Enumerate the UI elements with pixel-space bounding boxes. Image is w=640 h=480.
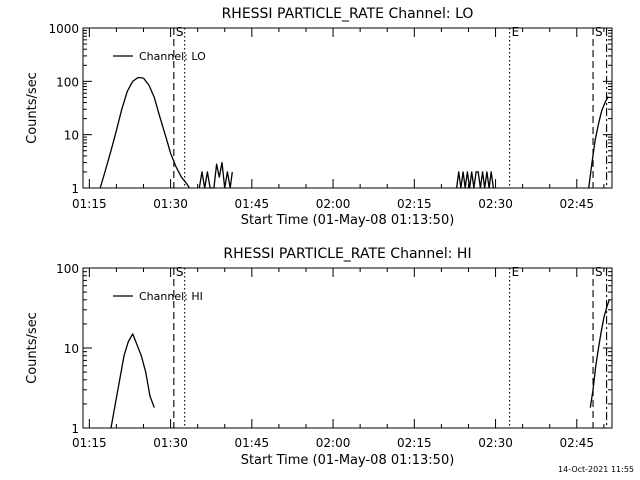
data-series-line-lo-burst1	[198, 161, 233, 189]
y-tick-label: 100	[56, 262, 79, 276]
x-tick-label: 02:00	[316, 436, 351, 450]
x-axis-label: Start Time (01-May-08 01:13:50)	[241, 213, 455, 228]
event-marker-label: S	[176, 265, 184, 279]
y-tick-label: 1000	[48, 22, 79, 36]
x-tick-label: 01:15	[72, 197, 107, 211]
y-tick-label: 1	[71, 182, 79, 196]
event-marker-label: S	[176, 25, 184, 39]
data-series-line-lo	[99, 76, 191, 189]
data-series-line-hi-rise	[589, 299, 610, 408]
timestamp-label: 14-Oct-2021 11:55	[558, 465, 634, 474]
x-axis-label: Start Time (01-May-08 01:13:50)	[241, 453, 455, 468]
data-series-line-hi	[110, 333, 155, 429]
x-tick-label: 01:45	[235, 436, 270, 450]
event-marker-label: S	[595, 265, 603, 279]
event-marker-label: E	[512, 25, 520, 39]
x-tick-label: 01:15	[72, 436, 107, 450]
data-series-line-lo-rise	[588, 96, 609, 189]
legend-label: Channel: LO	[139, 50, 206, 63]
x-tick-label: 02:45	[559, 436, 594, 450]
x-tick-label: 02:30	[478, 436, 513, 450]
x-tick-label: 01:45	[235, 197, 270, 211]
x-tick-label: 02:15	[397, 197, 432, 211]
x-tick-label: 02:45	[559, 197, 594, 211]
chart-title: RHESSI PARTICLE_RATE Channel: LO	[222, 6, 474, 22]
x-tick-label: 02:30	[478, 197, 513, 211]
legend-label: Channel: HI	[139, 290, 203, 303]
x-tick-label: 01:30	[153, 436, 188, 450]
y-tick-label: 10	[64, 342, 79, 356]
data-series-line-lo-burst2	[455, 171, 495, 189]
x-tick-label: 02:15	[397, 436, 432, 450]
y-axis-label: Counts/sec	[25, 312, 40, 384]
event-marker-label: E	[512, 265, 520, 279]
y-tick-label: 1	[71, 422, 79, 436]
y-axis-label: Counts/sec	[25, 72, 40, 144]
y-tick-label: 100	[56, 75, 79, 89]
chart-title: RHESSI PARTICLE_RATE Channel: HI	[223, 246, 471, 262]
x-tick-label: 02:00	[316, 197, 351, 211]
y-tick-label: 10	[64, 129, 79, 143]
event-marker-label: S	[595, 25, 603, 39]
plot-frame	[82, 27, 613, 189]
x-tick-label: 01:30	[153, 197, 188, 211]
